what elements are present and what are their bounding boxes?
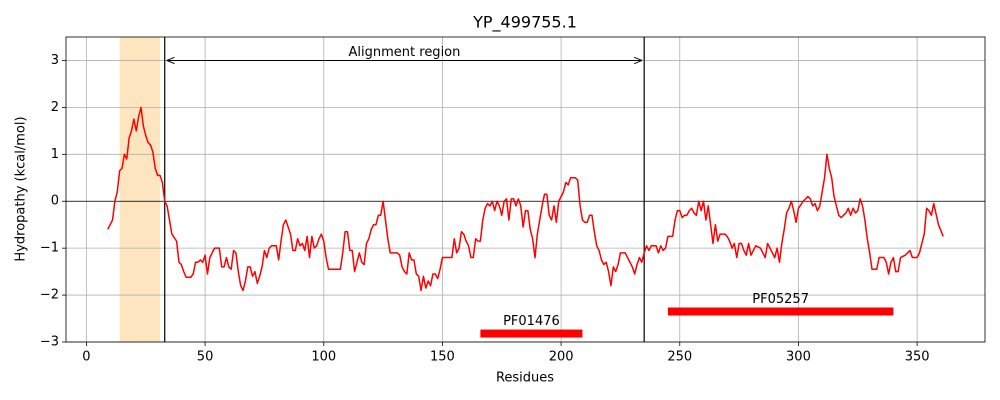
y-tick-label: −3	[40, 335, 59, 350]
x-tick-label: 250	[667, 350, 692, 365]
y-tick-label: 2	[51, 100, 59, 115]
x-tick-label: 200	[549, 350, 574, 365]
y-tick-label: −2	[40, 288, 59, 303]
domain-label: PF01476	[503, 314, 560, 329]
shaded-region	[119, 37, 160, 342]
x-axis-label: Residues	[496, 371, 554, 386]
arrow-label: Alignment region	[349, 45, 461, 60]
x-tick-label: 50	[197, 350, 214, 365]
x-tick-label: 350	[905, 350, 930, 365]
y-tick-label: 0	[51, 194, 59, 209]
chart-title: YP_499755.1	[472, 13, 577, 33]
y-tick-label: 3	[51, 53, 59, 68]
hydropathy-line	[107, 106, 944, 292]
x-tick-label: 150	[430, 350, 455, 365]
x-tick-label: 300	[786, 350, 811, 365]
domain-bar	[667, 307, 894, 316]
plot-frame	[65, 36, 986, 343]
y-tick-label: 1	[51, 147, 59, 162]
plot-area: 0 50 100 150 200 250 300 350 −3 −2 −1 0 1 2 3 Alignment…	[40, 36, 986, 365]
x-tick-label: 100	[311, 350, 336, 365]
x-tick-label: 0	[82, 350, 90, 365]
y-axis-label: Hydropathy (kcal/mol)	[14, 116, 29, 261]
y-tick-label: −1	[40, 241, 59, 256]
domain-label: PF05257	[752, 292, 809, 307]
domain-bar	[480, 329, 583, 338]
